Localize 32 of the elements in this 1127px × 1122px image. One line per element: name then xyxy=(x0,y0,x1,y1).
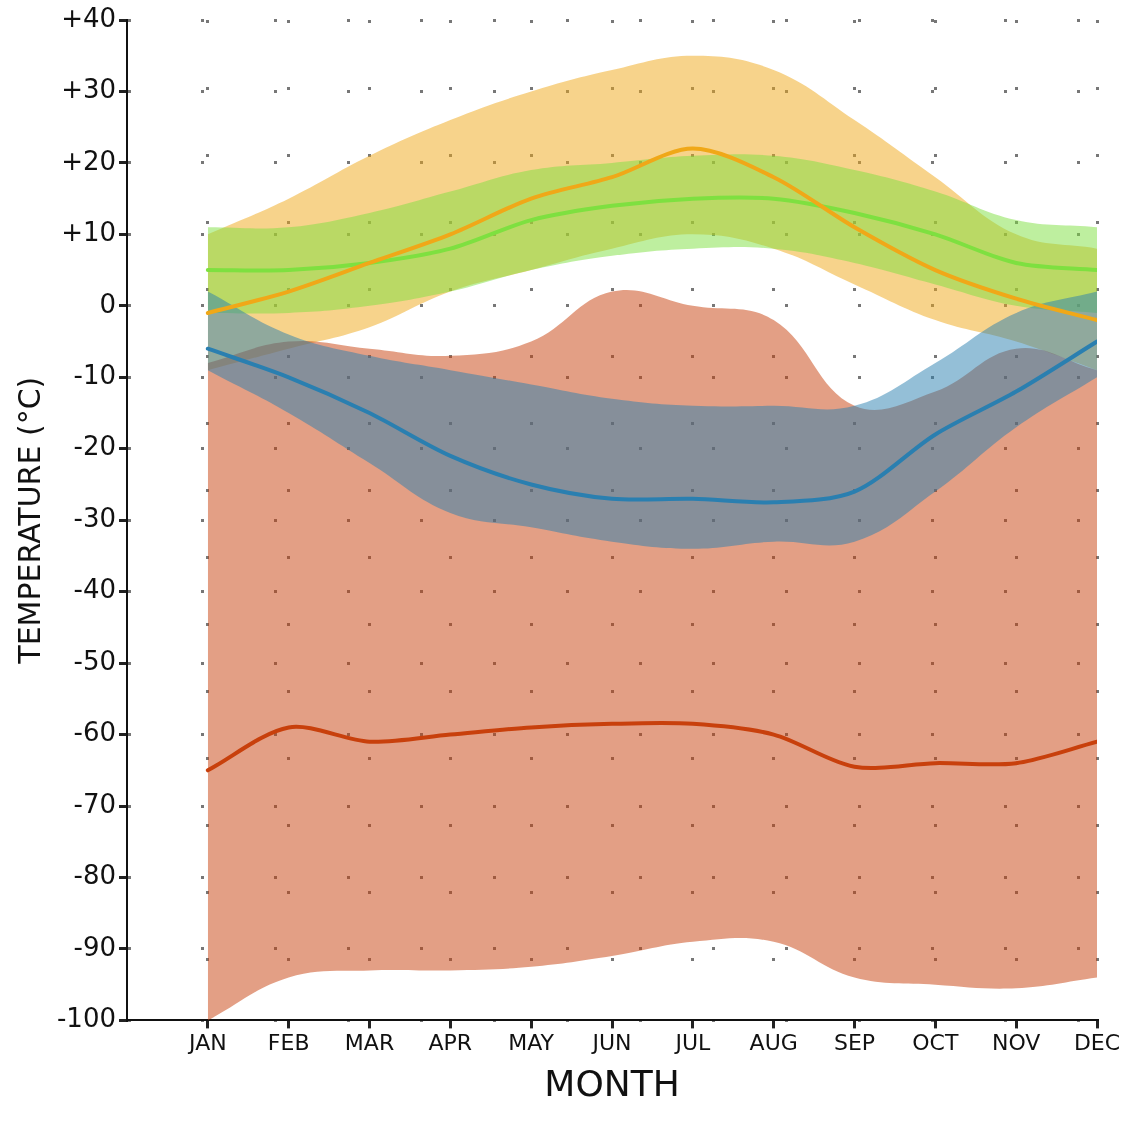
y-tick-label: -80 xyxy=(73,860,117,891)
y-axis-title: TEMPERATURE (°C) xyxy=(11,376,47,665)
y-tick-label: +20 xyxy=(61,145,117,176)
x-tick-label: MAR xyxy=(344,1030,395,1056)
y-tick-label: -70 xyxy=(73,788,117,819)
y-tick-label: +10 xyxy=(61,217,117,248)
x-tick-label: FEB xyxy=(267,1030,310,1056)
x-tick-label: JUL xyxy=(673,1030,711,1056)
y-tick-label: -50 xyxy=(73,645,117,676)
y-tick-label: -20 xyxy=(73,431,117,462)
line-series xyxy=(205,195,1097,273)
y-tick-label: -10 xyxy=(73,360,117,391)
line-series xyxy=(205,339,1097,505)
line-series xyxy=(205,721,1097,773)
x-tick-label: DEC xyxy=(1073,1030,1121,1056)
x-tick-label: MAY xyxy=(508,1030,555,1056)
x-tick-label: NOV xyxy=(991,1030,1041,1056)
x-tick-label: AUG xyxy=(749,1030,798,1056)
y-tick-label: -100 xyxy=(56,1003,117,1034)
x-tick-label: JAN xyxy=(187,1030,227,1056)
y-tick-label: -30 xyxy=(73,502,117,533)
x-tick-label: APR xyxy=(428,1030,473,1056)
y-tick-label: 0 xyxy=(99,288,117,319)
y-tick-label: -60 xyxy=(73,717,117,748)
x-tick-label: JUN xyxy=(590,1030,632,1056)
y-tick-label: -90 xyxy=(73,931,117,962)
y-tick-label: +30 xyxy=(61,74,117,105)
y-tick-label: +40 xyxy=(61,2,117,33)
x-tick-label: OCT xyxy=(912,1030,959,1056)
x-axis-title: MONTH xyxy=(544,1062,680,1104)
x-tick-label: SEP xyxy=(833,1030,876,1056)
y-tick-label: -40 xyxy=(73,574,117,605)
